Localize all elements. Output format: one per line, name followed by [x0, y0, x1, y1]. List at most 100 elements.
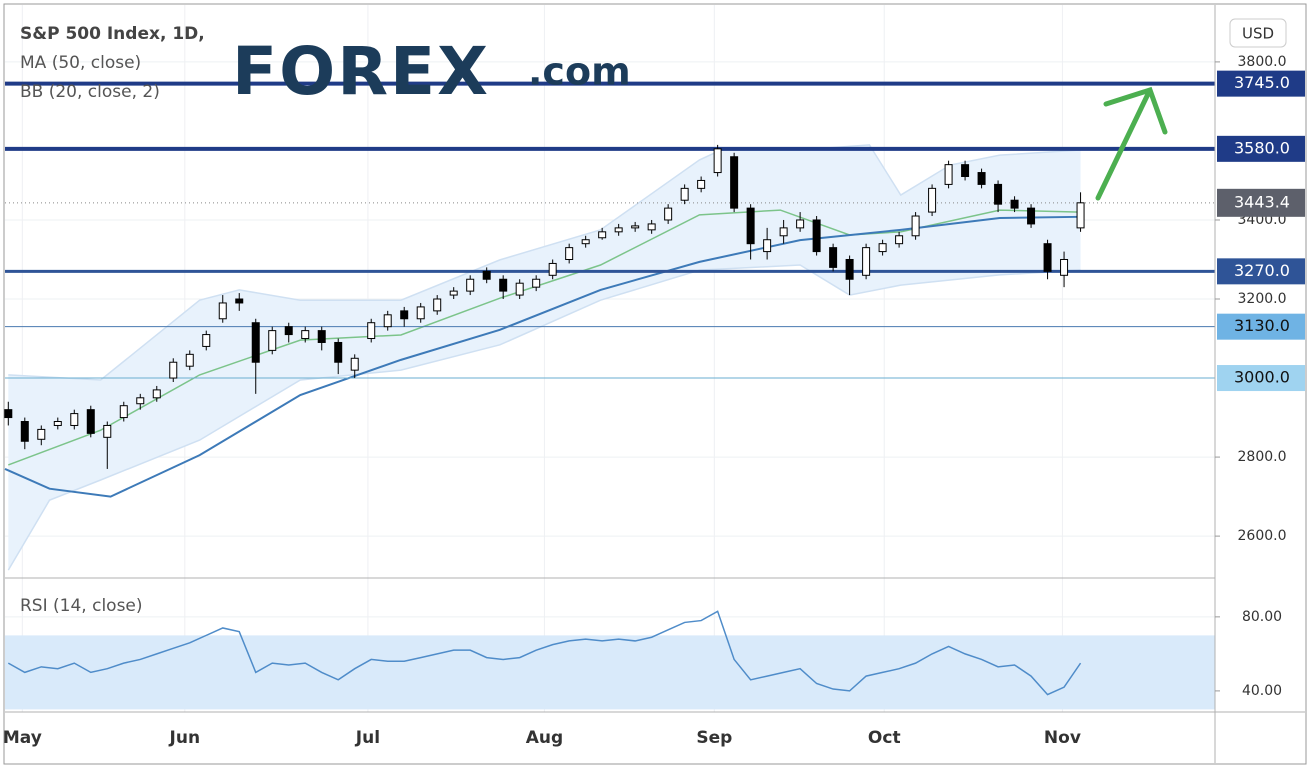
candle-body: [532, 278, 541, 288]
candle-body: [37, 428, 46, 440]
candle-body: [103, 424, 112, 438]
candle-body: [416, 306, 425, 320]
candle-body: [713, 148, 722, 174]
bb-basis: [8, 209, 1081, 466]
bb-legend: BB (20, close, 2): [20, 82, 160, 102]
x-tick-label: Jul: [355, 728, 380, 748]
candle-body: [796, 219, 805, 229]
candle-body: [235, 298, 244, 304]
candle-body: [779, 227, 788, 237]
y-tick-label: 2800.0: [1238, 449, 1287, 465]
candle-body: [746, 207, 755, 245]
candle-body: [1043, 243, 1052, 272]
arrow: [1095, 86, 1168, 201]
candle-body: [4, 409, 13, 419]
rsi-line: [7, 610, 1082, 696]
candle-body: [631, 225, 640, 229]
candle-body: [763, 239, 772, 253]
bb-lower: [7, 264, 1081, 571]
y-tick-label: 80.00: [1242, 609, 1282, 625]
level-box: [1217, 258, 1305, 285]
candle-body: [449, 290, 458, 296]
x-tick-label: Oct: [868, 728, 901, 748]
level-box: [1217, 135, 1305, 162]
level-box: [1217, 365, 1305, 392]
candle-body: [218, 302, 227, 320]
last-price-label: 3443.4: [1234, 192, 1290, 211]
candle-body: [482, 270, 491, 280]
candle-body: [515, 282, 524, 296]
candle-body: [829, 247, 838, 268]
price-pane: [4, 81, 1215, 571]
candle-body: [1010, 199, 1019, 209]
candle-body: [433, 298, 442, 312]
candle-body: [730, 156, 739, 209]
candle-body: [202, 334, 211, 347]
candle-body: [152, 389, 161, 399]
y-tick-label: 2600.0: [1238, 528, 1287, 544]
level-label: 3000.0: [1234, 368, 1290, 387]
candle-body: [944, 164, 953, 185]
candle-body: [334, 341, 343, 363]
y-tick-label: 3800.0: [1238, 54, 1287, 70]
candle-body: [1027, 207, 1036, 225]
logo-suffix: .com: [528, 50, 631, 94]
x-tick-label: Sep: [696, 728, 732, 748]
candle-body: [301, 330, 310, 340]
candle-body: [70, 413, 79, 426]
bb-fill: [8, 144, 1081, 571]
rsi-legend: RSI (14, close): [20, 596, 143, 616]
candle-body: [1060, 258, 1069, 276]
candle-body: [647, 223, 656, 231]
chart-title: S&P 500 Index, 1D,: [20, 24, 205, 44]
candle-body: [317, 330, 326, 343]
axes: May Jun Jul Aug Sep Oct Nov 2600.0 2800.0 3200.0 3…: [3, 54, 1305, 748]
last-price-box: [1217, 188, 1305, 217]
level-label: 3580.0: [1234, 138, 1290, 157]
candle-body: [565, 247, 574, 260]
ma-line: [4, 215, 1081, 498]
candle-body: [119, 405, 128, 419]
candle-body: [928, 187, 937, 213]
candle-body: [86, 409, 95, 434]
candle-body: [664, 207, 673, 221]
candle-body: [169, 361, 178, 379]
x-tick-label: May: [3, 728, 42, 748]
candle-body: [614, 227, 623, 233]
rsi-band: [5, 635, 1215, 710]
candle-body: [598, 231, 607, 239]
x-tick-label: Nov: [1044, 728, 1081, 748]
x-tick-label: Aug: [526, 728, 563, 748]
candle-body: [878, 243, 887, 253]
candle-body: [251, 322, 260, 363]
candle-body: [268, 330, 277, 351]
level-box: [1217, 70, 1305, 97]
x-tick-label: Jun: [169, 728, 201, 748]
candle-body: [367, 322, 376, 340]
candle-body: [350, 357, 359, 371]
candle-body: [400, 310, 409, 320]
candle-body: [548, 262, 557, 276]
level-label: 3745.0: [1234, 73, 1290, 92]
level-box: [1217, 313, 1305, 340]
candle-body: [911, 215, 920, 237]
candle-body: [20, 421, 29, 442]
currency-box: [1229, 18, 1287, 48]
bb-upper: [8, 144, 1081, 381]
candle-body: [383, 314, 392, 328]
candle-body: [581, 239, 590, 245]
candle-body: [977, 172, 986, 185]
candle-body: [284, 326, 293, 336]
logo: FOREX: [232, 33, 490, 110]
candle-body: [466, 278, 475, 292]
candle-body: [136, 397, 145, 405]
candle-body: [961, 164, 970, 178]
candle-body: [185, 353, 194, 367]
candle-body: [1076, 202, 1085, 229]
y-tick-label: 40.00: [1242, 683, 1282, 699]
rsi-pane: [5, 610, 1215, 710]
level-label: 3130.0: [1234, 316, 1290, 335]
currency: USD: [1242, 25, 1274, 43]
